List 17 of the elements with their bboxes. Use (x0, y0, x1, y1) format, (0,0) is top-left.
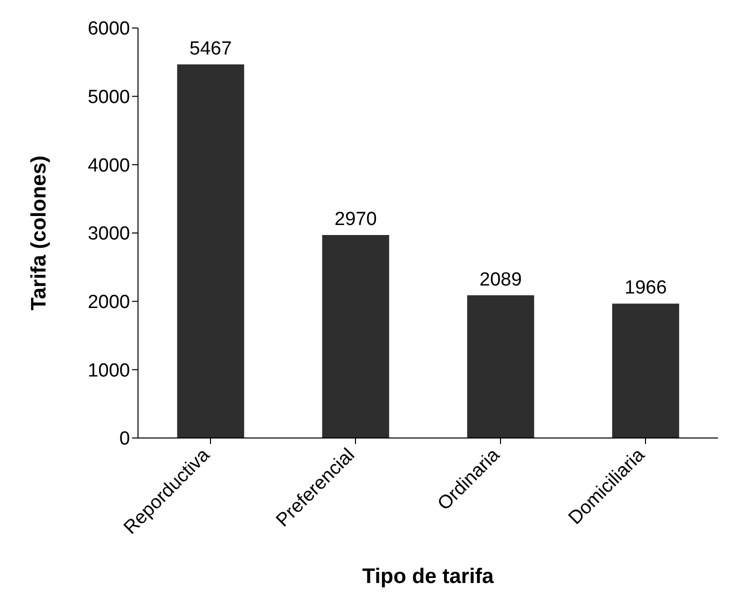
bar (322, 235, 390, 438)
bar (177, 64, 244, 438)
y-axis-title: Tarifa (colones) (27, 156, 50, 310)
data-label: 1966 (624, 278, 667, 299)
data-label: 2970 (334, 209, 377, 230)
y-tick-label: 1000 (88, 360, 130, 382)
bar (467, 295, 534, 438)
y-tick-label: 6000 (88, 18, 130, 40)
y-tick-label: 5000 (88, 87, 130, 108)
data-label: 2089 (480, 269, 522, 290)
y-tick-label: 2000 (88, 292, 130, 314)
y-tick-label: 4000 (88, 155, 130, 176)
y-tick-label: 3000 (88, 224, 130, 245)
data-label: 5467 (190, 38, 232, 60)
bar (612, 304, 680, 438)
y-tick-label: 0 (119, 428, 130, 450)
x-axis-title: Tipo de tarifa (362, 565, 494, 588)
